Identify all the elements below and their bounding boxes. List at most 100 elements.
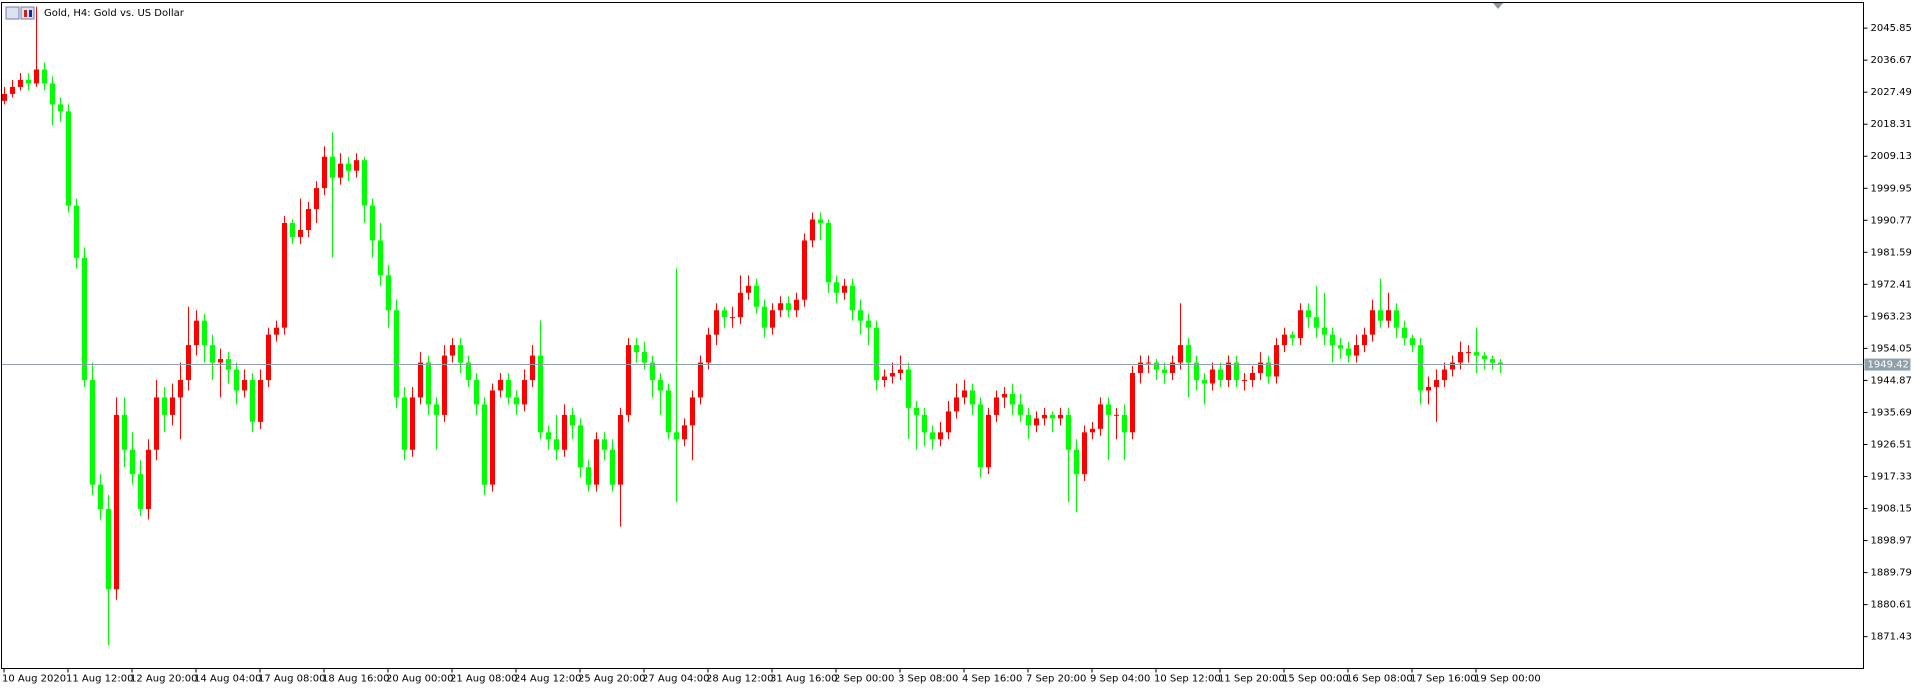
candle-body: [370, 205, 375, 241]
candle-body: [778, 303, 783, 311]
candle-body: [906, 369, 911, 408]
candle-body: [1026, 414, 1031, 426]
candle-body: [114, 414, 119, 590]
candle-body: [1482, 355, 1487, 360]
candle-body: [58, 104, 63, 112]
candle-body: [1314, 317, 1319, 328]
candle-body: [1122, 414, 1127, 433]
candle-body: [914, 407, 919, 415]
candle-body: [1458, 352, 1463, 363]
candle-body: [602, 439, 607, 450]
candle-body: [994, 397, 999, 415]
bid-label: 1949.42: [1868, 360, 1909, 371]
candle-body: [1074, 449, 1079, 475]
candle-body: [74, 205, 79, 258]
candle-body: [1018, 404, 1023, 415]
candle-body: [714, 310, 719, 335]
y-tick-label: 1880.61: [1871, 600, 1912, 611]
candle-body: [1402, 327, 1407, 339]
candle-body: [410, 397, 415, 450]
candle-body: [690, 397, 695, 426]
candle-body: [802, 240, 807, 300]
candle-body: [722, 310, 727, 318]
candle-body: [1362, 334, 1367, 346]
candle-body: [482, 404, 487, 485]
x-tick-label: 14 Aug 04:00: [194, 674, 261, 685]
x-tick-label: 7 Sep 20:00: [1026, 674, 1086, 685]
candle-body: [402, 397, 407, 450]
candle-body: [1114, 414, 1119, 416]
candle-body: [938, 432, 943, 440]
candle-body: [642, 352, 647, 363]
candle-body: [178, 379, 183, 398]
candle-body: [1418, 345, 1423, 391]
candle-body: [1130, 373, 1135, 433]
candle-body: [138, 474, 143, 510]
candle-body: [202, 320, 207, 346]
y-tick-label: 2036.67: [1871, 55, 1912, 66]
candle-body: [66, 111, 71, 206]
x-tick-label: 24 Aug 12:00: [514, 674, 581, 685]
candle-body: [106, 509, 111, 590]
candle-body: [1274, 345, 1279, 377]
candle-body: [770, 310, 775, 328]
x-tick-label: 11 Aug 12:00: [66, 674, 133, 685]
candle-body: [1034, 418, 1039, 426]
candle-body: [730, 317, 735, 319]
candle-body: [26, 79, 31, 84]
candle-body: [1290, 334, 1295, 339]
candle-body: [90, 379, 95, 485]
candle-body: [1138, 362, 1143, 374]
candle-body: [1410, 338, 1415, 346]
y-tick-label: 1972.41: [1871, 279, 1912, 290]
candle-body: [858, 310, 863, 321]
candle-body: [810, 219, 815, 241]
candle-body: [314, 188, 319, 210]
candle-body: [962, 390, 967, 398]
candle-body: [1098, 404, 1103, 429]
candle-body: [1050, 414, 1055, 419]
candle-body: [18, 79, 23, 87]
x-tick-label: 15 Sep 00:00: [1282, 674, 1349, 685]
y-tick-label: 2045.85: [1871, 23, 1912, 34]
candle-body: [338, 163, 343, 178]
candle-body: [210, 345, 215, 363]
candle-body: [842, 285, 847, 293]
candle-body: [1450, 362, 1455, 370]
candle-body: [890, 373, 895, 377]
candle-body: [1394, 310, 1399, 328]
candle-body: [122, 414, 127, 450]
candle-body: [1258, 362, 1263, 374]
candle-body: [930, 432, 935, 440]
candle-body: [554, 439, 559, 450]
candle-body: [490, 390, 495, 485]
candle-body: [658, 379, 663, 391]
y-tick-label: 1935.69: [1871, 407, 1912, 418]
candle-body: [898, 369, 903, 374]
x-tick-label: 28 Aug 12:00: [706, 674, 773, 685]
candle-body: [34, 69, 39, 84]
candle-body: [922, 414, 927, 433]
candle-body: [1370, 310, 1375, 335]
candle-body: [1242, 379, 1247, 381]
chart-icon: [5, 6, 35, 20]
candle-body: [530, 355, 535, 380]
candle-body: [290, 222, 295, 237]
candle-body: [146, 449, 151, 510]
candle-body: [1186, 345, 1191, 363]
candle-body: [1002, 393, 1007, 398]
x-tick-label: 12 Aug 20:00: [130, 674, 197, 685]
candle-body: [1354, 345, 1359, 356]
candle-body: [1386, 310, 1391, 321]
candle-body: [762, 306, 767, 328]
candle-body: [634, 345, 639, 353]
x-tick-label: 10 Aug 2020: [2, 674, 66, 685]
x-tick-label: 31 Aug 16:00: [770, 674, 837, 685]
candle-body: [130, 449, 135, 475]
candle-body: [1146, 362, 1151, 364]
y-tick-label: 1871.43: [1871, 632, 1912, 643]
candle-body: [466, 362, 471, 380]
x-tick-label: 10 Sep 12:00: [1154, 674, 1221, 685]
y-tick-label: 2027.49: [1871, 87, 1912, 98]
candle-body: [298, 229, 303, 237]
